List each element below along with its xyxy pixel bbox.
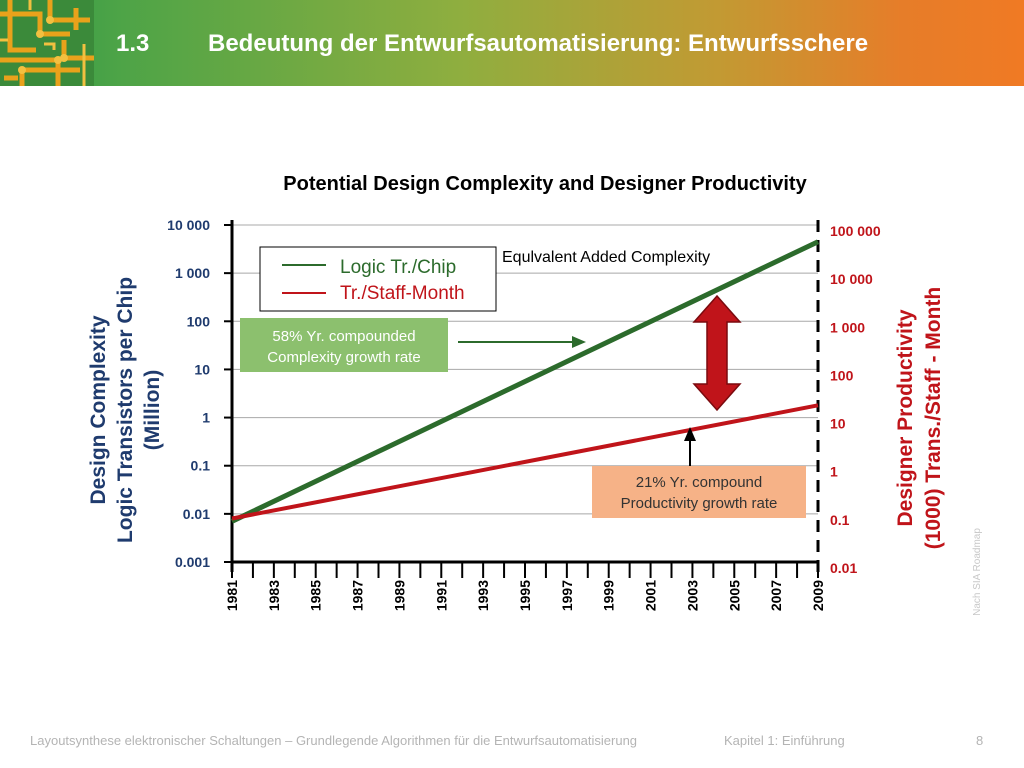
left-axis-label-1: Design Complexity <box>87 315 110 504</box>
axes <box>224 220 820 578</box>
slide-title: Bedeutung der Entwurfsautomatisierung: E… <box>208 30 869 57</box>
x-tick-label: 1991 <box>433 580 449 611</box>
right-tick-labels: 100 000 10 000 1 000 100 10 1 0.1 0.01 <box>830 223 881 576</box>
x-tick-label: 1995 <box>517 580 533 611</box>
slide-number: 1.3 <box>116 30 150 57</box>
left-tick-label: 0.01 <box>183 506 210 522</box>
left-tick-labels: 10 000 1 000 100 10 1 0.1 0.01 0.001 <box>167 217 210 570</box>
left-tick-label: 10 000 <box>167 217 210 233</box>
productivity-growth-line-2: Productivity growth rate <box>621 495 778 512</box>
legend-productivity-label: Tr./Staff-Month <box>340 283 465 304</box>
complexity-growth-line-2: Complexity growth rate <box>267 349 420 366</box>
left-tick-label: 1 000 <box>175 265 210 281</box>
right-axis-label-2: (1000) Trans./Staff - Month <box>922 287 945 550</box>
source-note: Nach SIA Roadmap <box>972 528 983 616</box>
right-tick-label: 10 000 <box>830 271 873 287</box>
x-tick-label: 1989 <box>391 580 407 611</box>
equivalent-label: Equlvalent Added Complexity <box>502 249 710 266</box>
productivity-growth-box <box>592 466 806 518</box>
right-tick-label: 0.1 <box>830 512 850 528</box>
slide-header: 1.3 Bedeutung der Entwurfsautomatisierun… <box>0 0 1024 86</box>
left-tick-label: 100 <box>187 313 211 329</box>
x-tick-label: 2005 <box>726 580 742 611</box>
left-tick-label: 10 <box>194 361 210 377</box>
x-tick-label: 2001 <box>643 580 659 611</box>
left-tick-label: 0.001 <box>175 554 210 570</box>
left-tick-label: 0.1 <box>191 458 211 474</box>
x-tick-label: 1999 <box>601 580 617 611</box>
footer-course-title: Layoutsynthese elektronischer Schaltunge… <box>30 733 638 748</box>
x-tick-label: 1993 <box>475 580 491 611</box>
chart-title: Potential Design Complexity and Designer… <box>283 173 807 195</box>
x-tick-label: 2007 <box>768 580 784 611</box>
complexity-growth-line-1: 58% Yr. compounded <box>272 328 415 345</box>
legend-logic-label: Logic Tr./Chip <box>340 257 456 278</box>
left-tick-label: 1 <box>202 410 210 426</box>
x-tick-label: 1981 <box>224 580 240 611</box>
series-logic-tr-chip-line <box>230 239 820 524</box>
right-axis-label-1: Designer Productivity <box>894 309 917 526</box>
right-tick-label: 0.01 <box>830 560 857 576</box>
left-axis-label-2: Logic Transistors per Chip <box>114 277 137 543</box>
x-tick-label: 1987 <box>350 580 366 611</box>
circuit-logo <box>0 0 94 86</box>
complexity-arrow-head <box>572 336 586 348</box>
productivity-growth-line-1: 21% Yr. compound <box>636 474 762 491</box>
x-tick-label: 1997 <box>559 580 575 611</box>
x-tick-label: 1983 <box>266 580 282 611</box>
complexity-growth-box <box>240 318 448 372</box>
legend-box <box>259 246 497 312</box>
x-tick-label: 2003 <box>684 580 700 611</box>
right-tick-label: 100 <box>830 367 854 383</box>
x-tick-label: 1985 <box>308 580 324 611</box>
left-axis-label-3: (Million) <box>141 370 164 450</box>
right-tick-label: 10 <box>830 416 846 432</box>
equivalent-label-bg <box>498 244 744 268</box>
right-tick-label: 1 000 <box>830 319 865 335</box>
footer-chapter: Kapitel 1: Einführung <box>724 733 845 748</box>
x-tick-label: 2009 <box>810 580 826 611</box>
footer-page-number: 8 <box>976 733 984 748</box>
productivity-arrow-head <box>684 427 696 441</box>
x-tick-labels: 1981 1983 1985 1987 1989 1991 1993 1995 1997 1999… <box>224 580 826 611</box>
design-gap-double-arrow <box>692 294 742 412</box>
right-tick-label: 100 000 <box>830 223 881 239</box>
series-tr-staff-month-line <box>231 403 819 521</box>
right-tick-label: 1 <box>830 464 838 480</box>
